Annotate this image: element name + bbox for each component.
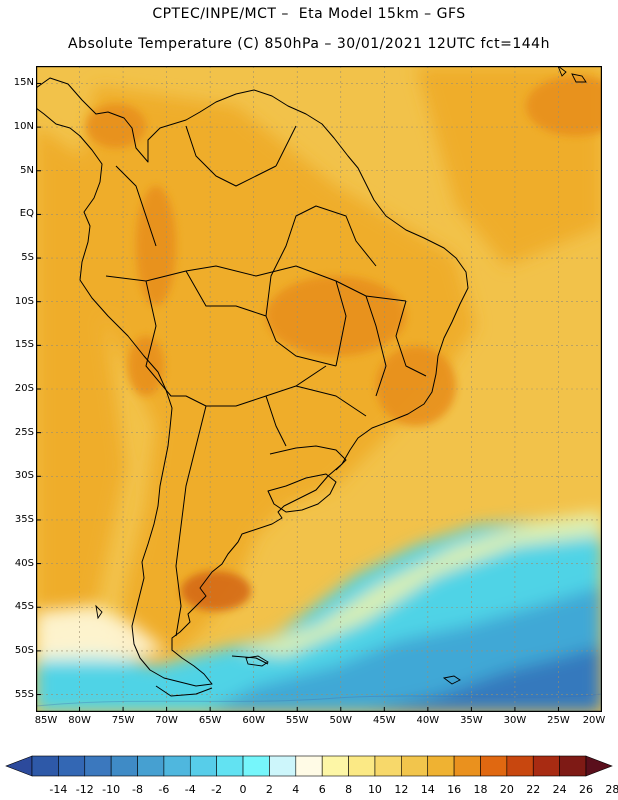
warm-land-field (76, 86, 476, 686)
lat-label: 20S (14, 383, 34, 394)
colorbar-label: 16 (447, 783, 462, 796)
colorbar-cell (401, 755, 429, 777)
colorbar-cell (269, 755, 297, 777)
hot-spot-caribbean (526, 76, 602, 136)
coastline (36, 77, 469, 697)
lon-label: 70W (155, 715, 178, 726)
pale-band-east (236, 511, 602, 656)
map-title-line1: CPTEC/INPE/MCT – Eta Model 15km – GFS (152, 6, 466, 22)
colorbar-label: 26 (579, 783, 593, 796)
lat-label: 45S (14, 601, 34, 613)
colorbar-label: 0 (239, 783, 247, 796)
islands (95, 66, 587, 685)
lat-label: 5N (20, 164, 34, 176)
lat-label: 55S (14, 688, 34, 700)
colorbar-cell (216, 755, 244, 777)
colorbar-label: 2 (265, 783, 273, 796)
colorbar-cell (532, 755, 560, 777)
lon-label: 20W (582, 715, 606, 726)
colorbar-cell (506, 755, 534, 777)
lon-label: 40W (416, 715, 440, 726)
colorbar-cell (348, 755, 376, 777)
colorbar-cell (84, 755, 112, 777)
colorbar-label: 4 (292, 783, 300, 796)
lat-label: 15S (14, 339, 34, 351)
colorbar-min-arrow (5, 755, 33, 777)
axis-ticks (36, 82, 602, 712)
pale-band (36, 606, 166, 661)
hot-spot-brazil-central (266, 276, 406, 356)
hot-spot-patagonia (181, 571, 251, 611)
colorbar-cell (427, 755, 455, 777)
colorbar-cell (137, 755, 165, 777)
coldest-water-band (366, 646, 602, 712)
colorbar-max-arrow (585, 755, 613, 777)
lat-label: 5S (21, 252, 34, 264)
lon-label: 75W (111, 715, 135, 726)
colorbar-cell (295, 755, 323, 777)
lat-label: 25S (14, 426, 34, 438)
map-title-line2: Absolute Temperature (C) 850hPa – 30/01/… (68, 36, 550, 52)
colorbar-cell (480, 755, 508, 777)
colorbar-cell (163, 755, 191, 777)
colorbar-cell (242, 755, 270, 777)
colorbar-cell (559, 755, 587, 777)
lon-label: 80W (68, 715, 91, 726)
lat-label: 50S (14, 644, 34, 656)
warm-pacific-field (36, 126, 126, 626)
colorbar-label: -4 (184, 783, 196, 796)
colorbar-label: 18 (473, 783, 488, 796)
lon-label: 50W (329, 715, 353, 726)
colorbar-label: 6 (318, 783, 326, 796)
ocean-texture (36, 693, 602, 707)
lat-label: 35S (14, 513, 34, 525)
lon-label: 25W (547, 715, 570, 726)
lat-label: 30S (14, 470, 34, 482)
colorbar-label: 8 (345, 783, 353, 796)
colorbar-label: -6 (158, 783, 170, 796)
lat-label: 15N (13, 77, 34, 89)
hot-spot-brazil-east (376, 346, 456, 426)
lon-label: 30W (503, 715, 527, 726)
hot-spot-colombia (86, 104, 146, 148)
colorbar-label: 14 (420, 783, 435, 796)
lat-label: 40S (14, 557, 34, 569)
colorbar-cell (374, 755, 402, 777)
lat-lon-grid (36, 66, 602, 712)
colorbar-label: -12 (75, 783, 94, 796)
lon-label: 35W (460, 715, 483, 726)
lon-label: 45W (372, 715, 396, 726)
colorbar-cell (189, 755, 217, 777)
colorbar-cell (31, 755, 59, 777)
temperature-map (36, 66, 602, 712)
colorbar-cell (321, 755, 349, 777)
colorbar-label: -14 (49, 783, 68, 796)
lon-label: 55W (285, 715, 309, 726)
lon-label: 60W (242, 715, 265, 726)
colorbar-label: 22 (526, 783, 541, 796)
colorbar-cell (453, 755, 481, 777)
colorbar-label: -10 (102, 783, 121, 796)
colorbar-label: 20 (499, 783, 514, 796)
colorbar-label: -8 (132, 783, 143, 796)
lon-label: 65W (198, 715, 222, 726)
colorbar-cell (110, 755, 138, 777)
colorbar-cell (58, 755, 86, 777)
colorbar-label: 24 (552, 783, 567, 796)
lat-label: 10S (14, 295, 34, 307)
lat-label: 10N (13, 121, 34, 133)
colorbar-label: -2 (211, 783, 223, 796)
colorbar-label: 28 (605, 783, 618, 796)
lon-label: 85W (34, 715, 58, 726)
colorbar-label: 10 (367, 783, 382, 796)
lat-label: EQ (19, 208, 34, 220)
colorbar-label: 12 (394, 783, 409, 796)
temperature-colorbar (5, 755, 613, 777)
